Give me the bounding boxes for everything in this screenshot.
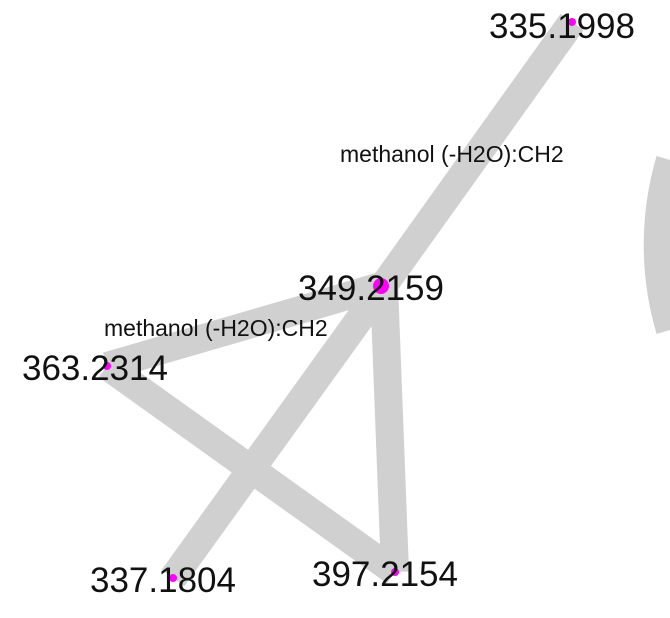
- node-label-397: 397.2154: [312, 555, 458, 594]
- partial-arc: [643, 156, 670, 334]
- node-label-335: 335.1998: [489, 7, 635, 46]
- node-dot-397[interactable]: [391, 568, 399, 576]
- edge-349-363[interactable]: [103, 271, 388, 380]
- edge-label-335-349: methanol (-H2O):CH2: [340, 141, 564, 167]
- edge-363-397[interactable]: [98, 354, 404, 584]
- node-dot-363[interactable]: [103, 362, 111, 370]
- edge-349-397[interactable]: [370, 284, 409, 573]
- node-label-349: 349.2159: [298, 269, 444, 308]
- edge-349-337[interactable]: [161, 276, 396, 587]
- node-dot-335[interactable]: [568, 18, 576, 26]
- edge-label-349-363: methanol (-H2O):CH2: [104, 315, 328, 341]
- node-dot-349[interactable]: [373, 278, 389, 294]
- node-dot-337[interactable]: [169, 574, 177, 582]
- node-label-337: 337.1804: [90, 561, 236, 600]
- node-label-363: 363.2314: [22, 349, 168, 388]
- edge-335-349[interactable]: [372, 13, 584, 294]
